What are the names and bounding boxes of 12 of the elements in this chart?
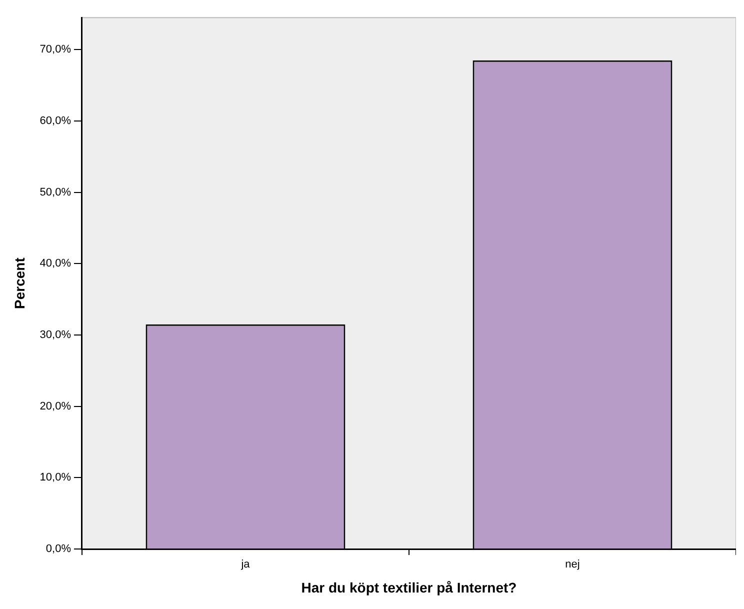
y-tick-label: 10,0%: [40, 472, 72, 484]
y-tick-label: 70,0%: [40, 44, 72, 56]
x-tick-label: nej: [565, 558, 580, 571]
y-tick-label: 50,0%: [40, 186, 72, 198]
x-axis-title: Har du köpt textilier på Internet?: [301, 579, 517, 596]
y-tick-label: 30,0%: [40, 329, 72, 342]
x-tick-label: ja: [240, 558, 251, 571]
y-axis-title: Percent: [11, 257, 28, 309]
y-tick-label: 40,0%: [40, 258, 72, 270]
y-tick-label: 20,0%: [40, 400, 72, 412]
y-tick-label: 60,0%: [40, 115, 72, 128]
y-tick-label: 0,0%: [46, 543, 72, 556]
